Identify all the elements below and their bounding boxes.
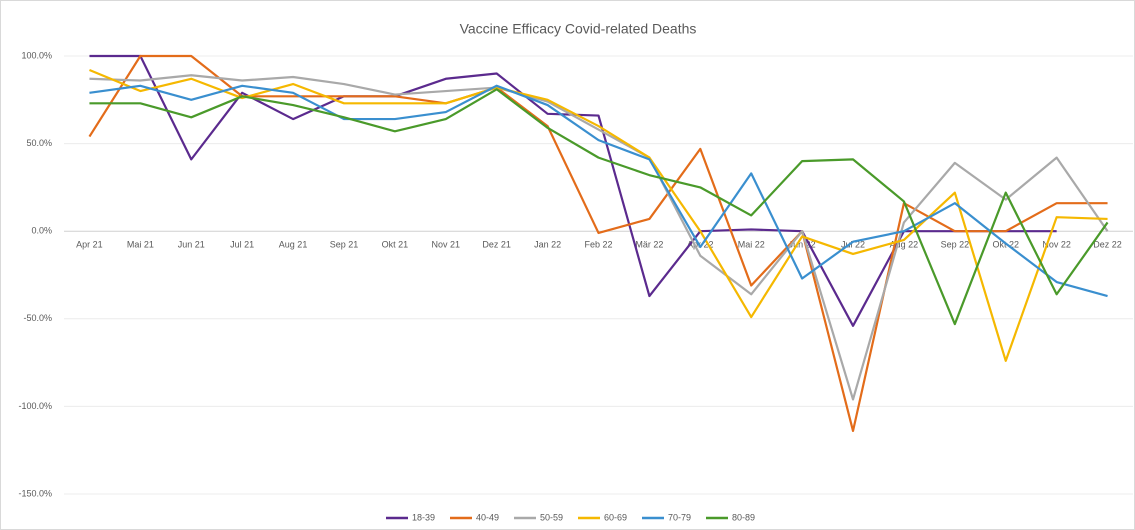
x-tick-label: Mär 22 xyxy=(635,240,663,250)
x-tick-label: Jul 22 xyxy=(841,240,865,250)
legend-label: 40-49 xyxy=(476,512,499,522)
y-tick-label: -100.0% xyxy=(18,401,52,411)
legend-label: 70-79 xyxy=(668,512,691,522)
series-line xyxy=(89,68,1108,362)
x-tick-label: Dez 22 xyxy=(1093,240,1122,250)
x-tick-label: Aug 21 xyxy=(279,240,308,250)
x-tick-label: Feb 22 xyxy=(584,240,612,250)
y-tick-label: -150.0% xyxy=(18,488,52,498)
legend-label: 50-59 xyxy=(540,512,563,522)
y-tick-label: -50.0% xyxy=(23,313,52,323)
y-tick-label: 100.0% xyxy=(21,50,52,60)
x-tick-label: Apr 22 xyxy=(687,240,714,250)
y-tick-label: 50.0% xyxy=(26,138,52,148)
x-tick-label: Mai 22 xyxy=(738,240,765,250)
series-line xyxy=(89,74,1109,401)
x-tick-label: Jan 22 xyxy=(534,240,561,250)
x-tick-label: Aug 22 xyxy=(890,240,919,250)
x-tick-label: Jun 22 xyxy=(789,240,816,250)
legend-label: 18-39 xyxy=(412,512,435,522)
series-line xyxy=(89,88,1109,326)
x-tick-label: Nov 22 xyxy=(1042,240,1071,250)
x-tick-label: Jul 21 xyxy=(230,240,254,250)
x-tick-label: Okt 21 xyxy=(382,240,409,250)
chart-title: Vaccine Efficacy Covid-related Deaths xyxy=(460,21,697,37)
series-line xyxy=(89,84,1108,298)
x-tick-label: Apr 21 xyxy=(76,240,103,250)
x-tick-label: Jun 21 xyxy=(178,240,205,250)
x-tick-label: Mai 21 xyxy=(127,240,154,250)
x-tick-label: Nov 21 xyxy=(432,240,461,250)
series-line xyxy=(88,54,1108,433)
x-tick-label: Sep 22 xyxy=(941,240,970,250)
legend-label: 60-69 xyxy=(604,512,627,522)
legend-label: 80-89 xyxy=(732,512,755,522)
y-tick-label: 0.0% xyxy=(31,226,52,236)
x-tick-label: Sep 21 xyxy=(330,240,359,250)
x-tick-label: Dez 21 xyxy=(482,240,511,250)
